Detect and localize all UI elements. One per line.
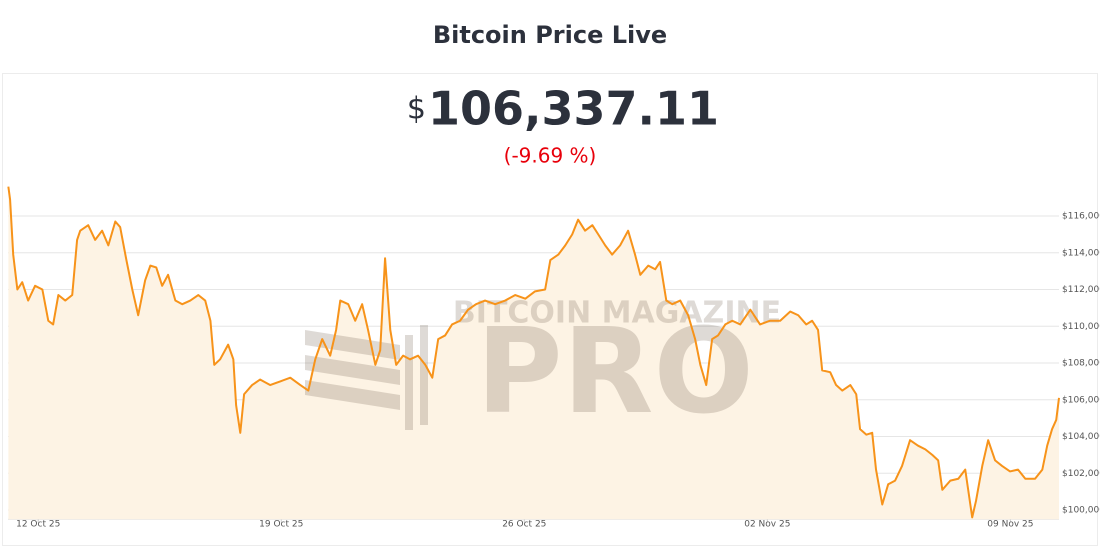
price-area — [8, 186, 1060, 520]
y-tick-label: $108,000 — [1062, 359, 1100, 369]
x-tick-label: 12 Oct 25 — [16, 520, 60, 530]
watermark-logo — [420, 325, 428, 425]
x-tick-label: 26 Oct 25 — [502, 520, 546, 530]
watermark-logo — [305, 355, 400, 385]
price-value: 106,337.11 — [428, 82, 719, 136]
watermark-main: PRO — [476, 302, 754, 440]
price-change: (-9.69 %) — [504, 144, 597, 168]
y-tick-label: $110,000 — [1062, 322, 1100, 332]
y-tick-label: $104,000 — [1062, 432, 1100, 442]
price-line — [7, 186, 1060, 519]
watermark-logo — [305, 330, 400, 360]
y-tick-label: $102,000 — [1062, 469, 1100, 479]
watermark-logo — [405, 335, 413, 430]
x-tick-label: 09 Nov 25 — [987, 520, 1033, 530]
y-tick-label: $112,000 — [1062, 285, 1100, 295]
page-title: Bitcoin Price Live — [433, 21, 667, 49]
y-tick-label: $114,000 — [1062, 248, 1100, 258]
plot-area — [8, 186, 1060, 523]
y-tick-label: $106,000 — [1062, 395, 1100, 405]
watermark-logo — [305, 380, 400, 410]
series — [7, 186, 1060, 519]
x-tick-label: 19 Oct 25 — [259, 520, 303, 530]
y-tick-label: $116,000 — [1062, 212, 1100, 222]
x-tick-label: 02 Nov 25 — [744, 520, 790, 530]
y-tick-label: $100,000 — [1062, 506, 1100, 516]
price-currency: $ — [407, 92, 426, 127]
